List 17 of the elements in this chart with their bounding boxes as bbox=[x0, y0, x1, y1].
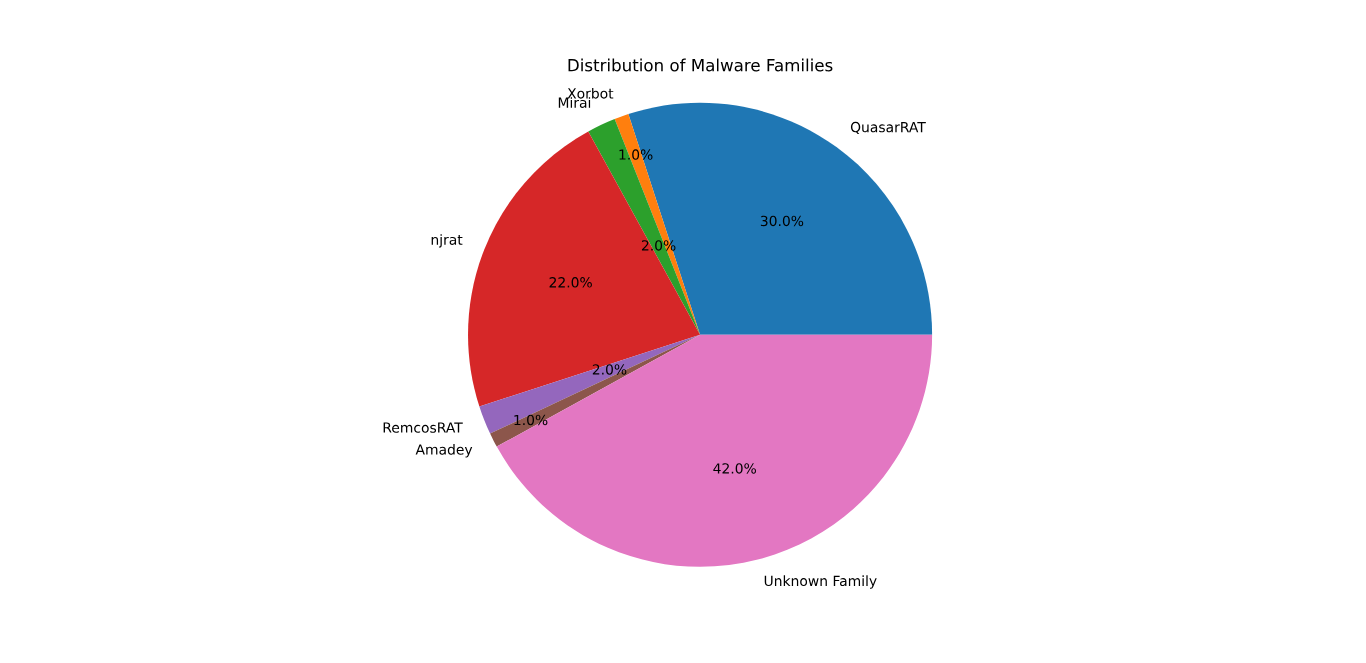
data-label: 2.0% bbox=[592, 364, 627, 375]
slice-label: RemcosRAT bbox=[383, 422, 463, 433]
data-label: 2.0% bbox=[641, 240, 676, 251]
data-label: 1.0% bbox=[619, 149, 653, 160]
data-label: 22.0% bbox=[549, 277, 592, 288]
data-label: 42.0% bbox=[713, 463, 756, 474]
slice-label: QuasarRAT bbox=[850, 121, 926, 134]
slice-label: Mirai bbox=[558, 97, 591, 108]
slice-label: Xorbot bbox=[567, 87, 614, 99]
slice-label: Amadey bbox=[415, 443, 473, 458]
slice-label: Unknown Family bbox=[764, 575, 877, 589]
slice-label: njrat bbox=[431, 234, 463, 248]
data-label: 30.0% bbox=[760, 215, 804, 227]
pie-slice bbox=[496, 334, 933, 567]
chart-title: Distribution of Malware Families bbox=[568, 58, 833, 72]
pie-slice bbox=[468, 131, 701, 407]
pie-slice bbox=[479, 334, 701, 434]
